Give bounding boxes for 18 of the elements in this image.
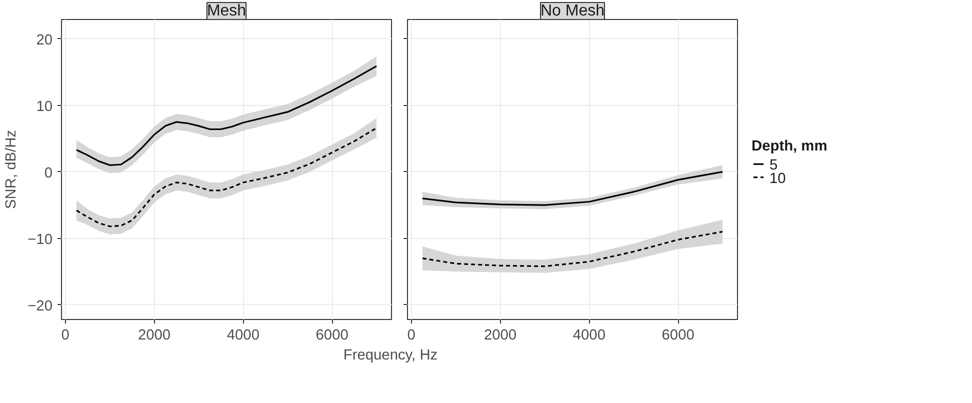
x-tick-label: 2000 bbox=[484, 328, 517, 344]
x-tick-label: 0 bbox=[61, 328, 70, 344]
y-tick-label: 0 bbox=[44, 165, 53, 182]
y-tick-label: −10 bbox=[28, 232, 53, 248]
x-tick-label: 4000 bbox=[572, 328, 606, 344]
x-tick-label: 2000 bbox=[138, 328, 171, 344]
legend-title: Depth, mm bbox=[752, 138, 828, 155]
chart-title: No Mesh bbox=[540, 2, 605, 20]
y-axis-title: SNR, dB/Hz bbox=[4, 130, 20, 209]
x-axis-title: Frequency, Hz bbox=[343, 348, 438, 364]
x-tick-label: 6000 bbox=[316, 328, 348, 344]
y-tick-label: 20 bbox=[36, 32, 53, 48]
x-tick-label: 0 bbox=[407, 328, 416, 344]
y-tick-label: 10 bbox=[36, 98, 53, 115]
x-tick-label: 6000 bbox=[662, 328, 694, 344]
x-tick-label: 4000 bbox=[226, 328, 260, 344]
y-tick-label: −20 bbox=[28, 298, 53, 314]
chart-title: Mesh bbox=[206, 2, 246, 20]
